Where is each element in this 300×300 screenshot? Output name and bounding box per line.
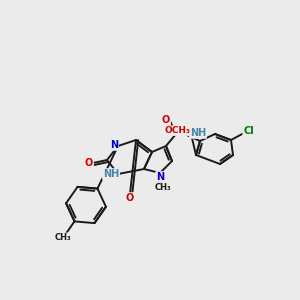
Text: N: N (156, 172, 164, 182)
Text: O: O (162, 115, 170, 125)
Text: N: N (110, 140, 118, 150)
Text: OCH₃: OCH₃ (164, 126, 190, 135)
Text: NH: NH (190, 128, 206, 138)
Text: NH: NH (103, 169, 119, 179)
Text: Cl: Cl (243, 125, 254, 136)
Text: O: O (126, 193, 134, 203)
Text: CH₃: CH₃ (155, 184, 171, 193)
Text: CH₃: CH₃ (55, 233, 71, 242)
Text: O: O (85, 158, 93, 168)
